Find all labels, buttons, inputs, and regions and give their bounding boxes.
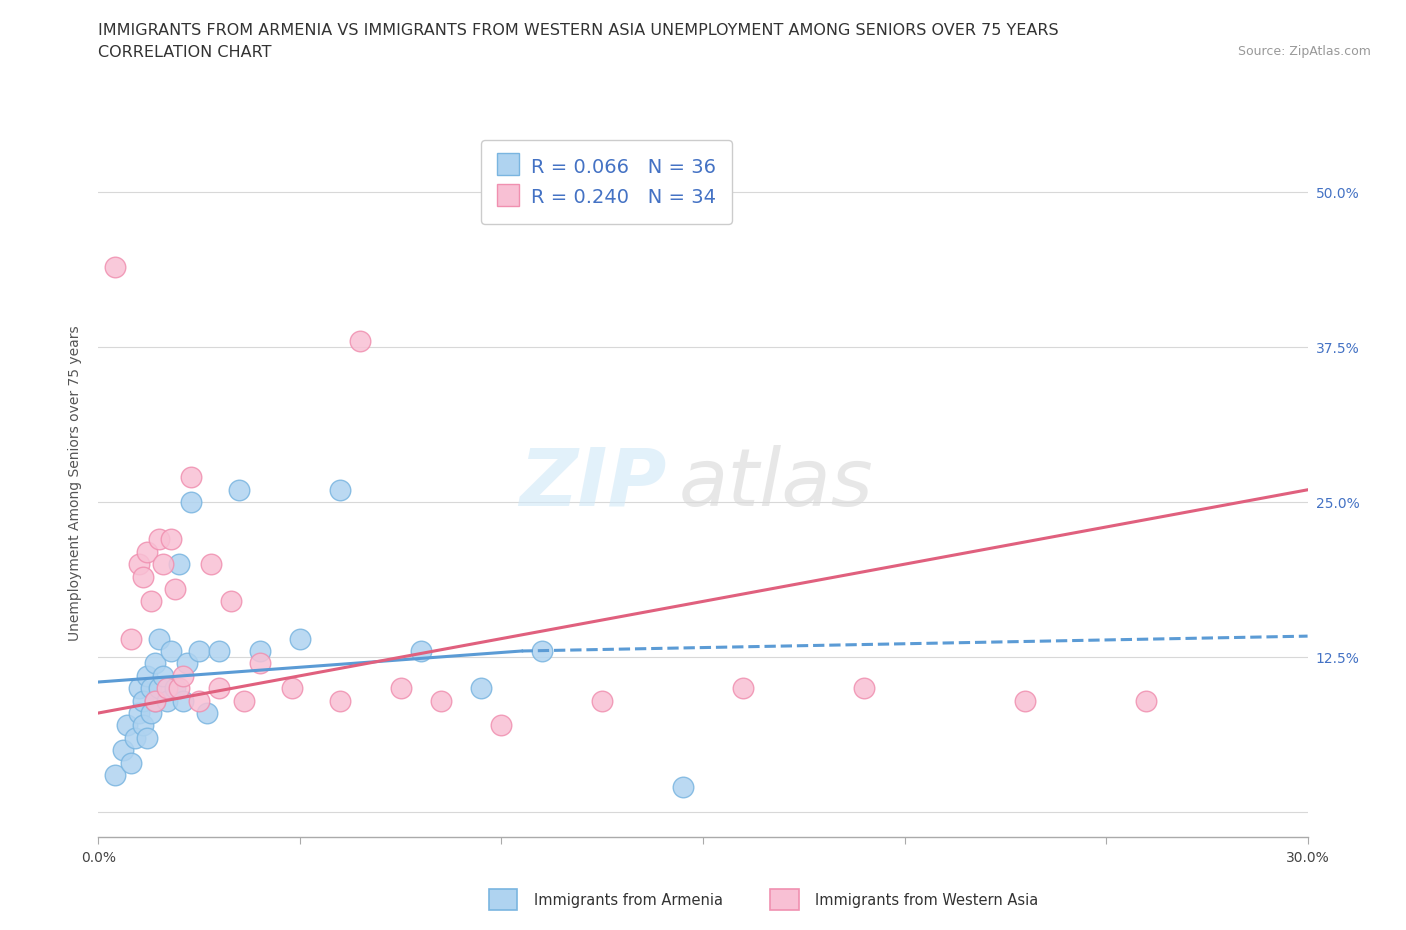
Point [128, 706, 150, 721]
Point [349, 334, 371, 349]
Text: Immigrants from Armenia: Immigrants from Armenia [534, 893, 723, 908]
Point [163, 681, 186, 696]
Point [389, 681, 412, 696]
Point [288, 631, 311, 646]
Point [172, 669, 194, 684]
Point [180, 495, 202, 510]
Point [188, 644, 211, 658]
Point [128, 557, 150, 572]
Point [111, 743, 134, 758]
Text: Immigrants from Western Asia: Immigrants from Western Asia [815, 893, 1039, 908]
Point [249, 644, 271, 658]
Point [221, 594, 243, 609]
Point [143, 656, 166, 671]
Point [853, 681, 876, 696]
Point [139, 594, 162, 609]
Point [103, 259, 125, 274]
Point [132, 693, 155, 708]
Point [591, 693, 613, 708]
Point [188, 693, 211, 708]
Text: ZIP: ZIP [519, 445, 666, 523]
Point [156, 681, 179, 696]
Point [530, 644, 553, 658]
Point [1135, 693, 1157, 708]
Point [120, 631, 142, 646]
Point [733, 681, 755, 696]
Point [409, 644, 432, 658]
Point [160, 644, 183, 658]
Point [143, 693, 166, 708]
Point [470, 681, 492, 696]
Legend: R = 0.066   N = 36, R = 0.240   N = 34: R = 0.066 N = 36, R = 0.240 N = 34 [481, 140, 731, 224]
Point [152, 669, 174, 684]
Point [135, 730, 157, 745]
Point [139, 681, 162, 696]
Point [128, 681, 150, 696]
Point [163, 581, 186, 596]
Point [329, 483, 352, 498]
Point [124, 730, 146, 745]
Point [329, 693, 352, 708]
Point [160, 532, 183, 547]
Point [135, 544, 157, 559]
Point [167, 557, 190, 572]
Point [491, 718, 513, 733]
Point [135, 669, 157, 684]
Point [208, 644, 231, 658]
Point [249, 656, 271, 671]
Point [195, 706, 218, 721]
Point [115, 718, 138, 733]
Point [200, 557, 222, 572]
Point [1014, 693, 1036, 708]
Text: CORRELATION CHART: CORRELATION CHART [98, 45, 271, 60]
Point [143, 693, 166, 708]
Point [132, 718, 155, 733]
Point [148, 631, 170, 646]
Point [232, 693, 254, 708]
Point [281, 681, 304, 696]
Point [152, 557, 174, 572]
Point [176, 656, 198, 671]
Point [430, 693, 453, 708]
Point [672, 780, 695, 795]
Text: IMMIGRANTS FROM ARMENIA VS IMMIGRANTS FROM WESTERN ASIA UNEMPLOYMENT AMONG SENIO: IMMIGRANTS FROM ARMENIA VS IMMIGRANTS FR… [98, 23, 1059, 38]
Point [139, 706, 162, 721]
Point [148, 532, 170, 547]
Point [172, 693, 194, 708]
Text: Source: ZipAtlas.com: Source: ZipAtlas.com [1237, 45, 1371, 58]
Point [132, 569, 155, 584]
Point [180, 470, 202, 485]
Point [156, 693, 179, 708]
Y-axis label: Unemployment Among Seniors over 75 years: Unemployment Among Seniors over 75 years [69, 326, 83, 642]
Point [167, 681, 190, 696]
Point [148, 681, 170, 696]
Point [228, 483, 250, 498]
Point [103, 767, 125, 782]
Point [120, 755, 142, 770]
Point [208, 681, 231, 696]
Text: atlas: atlas [679, 445, 873, 523]
